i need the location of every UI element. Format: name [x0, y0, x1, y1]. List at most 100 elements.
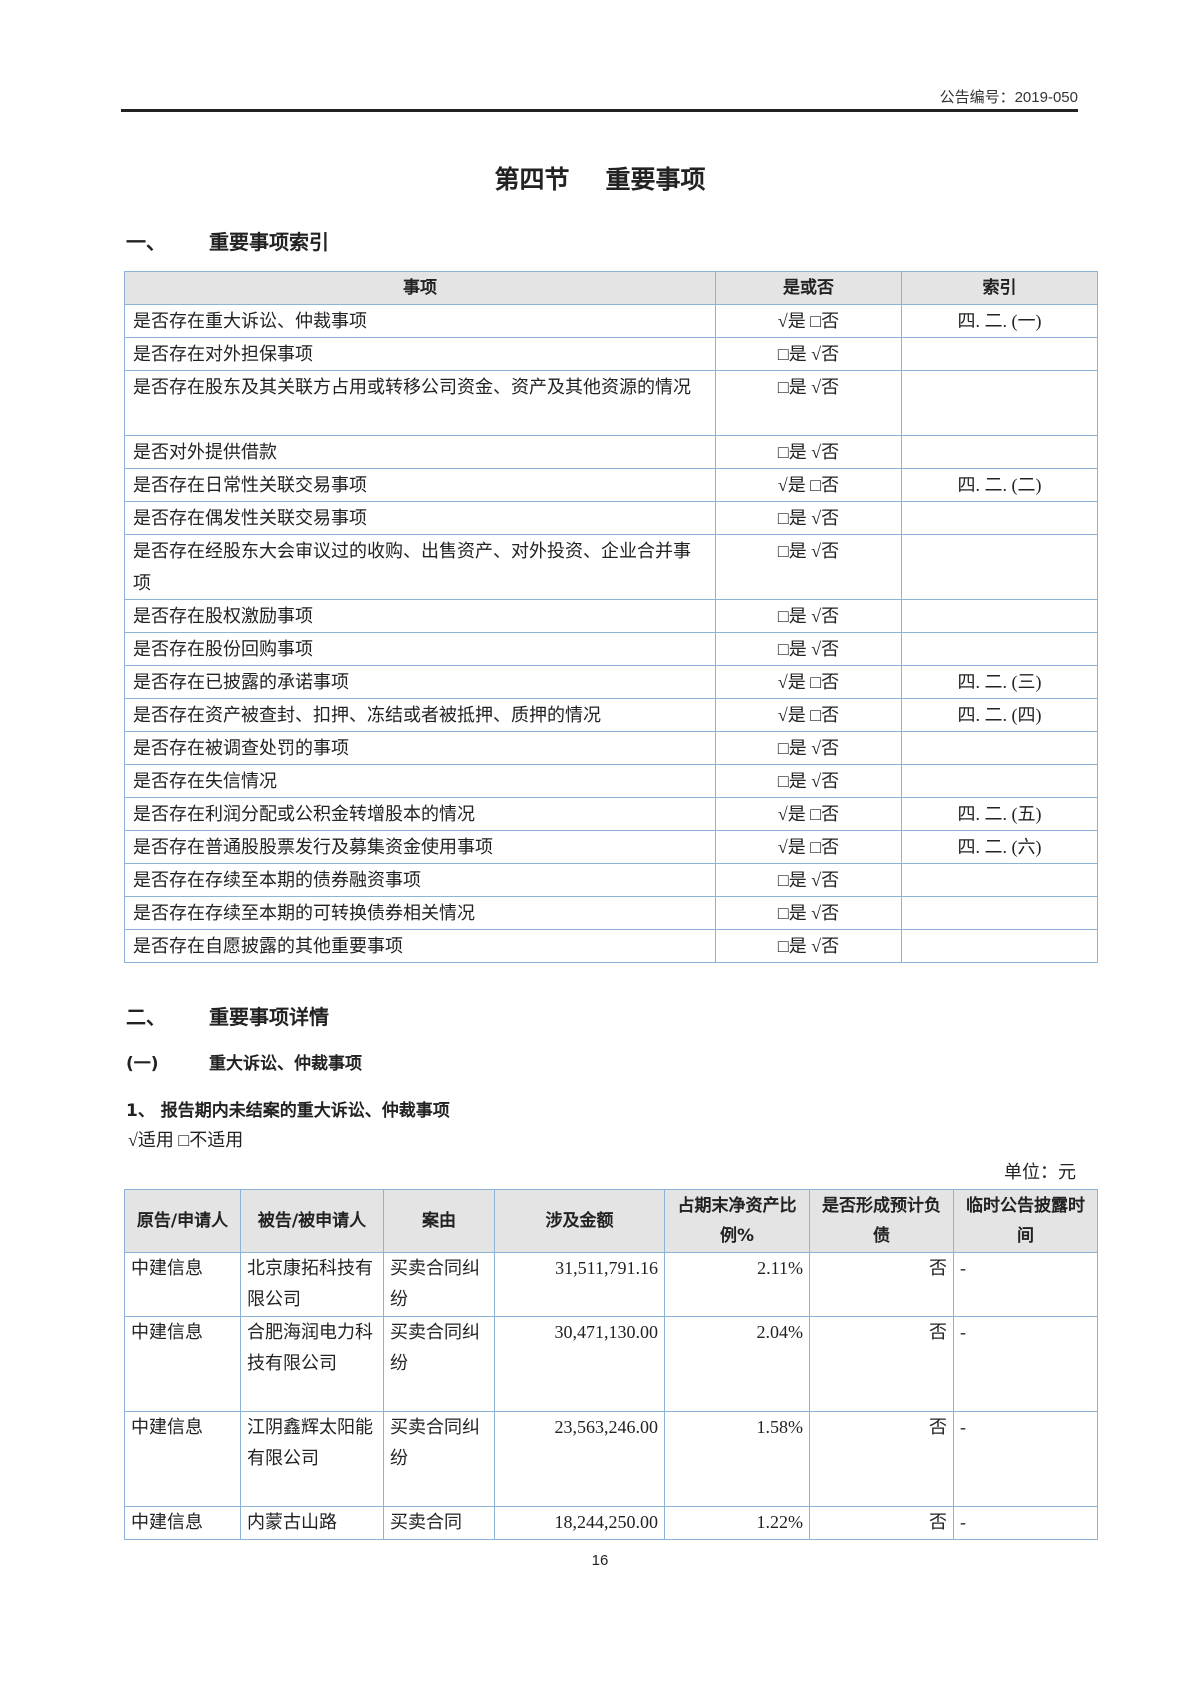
document-number: 公告编号：2019-050	[939, 89, 1078, 106]
table-row: 是否对外提供借款 □是 √否	[124, 435, 1098, 469]
item-cell: 是否存在利润分配或公积金转增股本的情况	[124, 797, 716, 831]
header-rule	[121, 109, 1078, 112]
table-row: 中建信息 江阴鑫辉太阳能有限公司 买卖合同纠纷 23,563,246.00 1.58% 否…	[124, 1411, 1098, 1507]
table-row: 是否存在对外担保事项 □是 √否	[124, 337, 1098, 371]
index-cell	[901, 863, 1098, 897]
item-cell: 是否存在自愿披露的其他重要事项	[124, 929, 716, 963]
date-cell: -	[953, 1411, 1098, 1507]
heading-number: 一、	[126, 230, 166, 254]
table-row: 是否存在股权激励事项 □是 √否	[124, 599, 1098, 633]
heading-details: 二、 重要事项详情	[126, 1001, 329, 1030]
column-header: 事项	[124, 271, 716, 305]
index-table-header: 事项 是或否 索引	[124, 271, 1098, 305]
item-cell: 是否存在重大诉讼、仲裁事项	[124, 304, 716, 338]
ratio-cell: 2.04%	[664, 1316, 810, 1412]
yes-no-cell: □是 √否	[715, 534, 902, 600]
yes-no-cell: □是 √否	[715, 863, 902, 897]
yes-no-cell: √是 □否	[715, 665, 902, 699]
heading-number: (一)	[126, 1054, 159, 1074]
litigation-table-header: 原告/申请人 被告/被申请人 案由 涉及金额 占期末净资产比例% 是否形成预计负…	[124, 1189, 1098, 1253]
item-cell: 是否存在股份回购事项	[124, 632, 716, 666]
table-row: 是否存在失信情况 □是 √否	[124, 764, 1098, 798]
amount-cell: 31,511,791.16	[494, 1252, 665, 1317]
column-header: 涉及金额	[494, 1189, 665, 1253]
table-row: 是否存在利润分配或公积金转增股本的情况 √是 □否 四. 二. (五)	[124, 797, 1098, 831]
yes-no-cell: □是 √否	[715, 599, 902, 633]
yes-no-cell: □是 √否	[715, 632, 902, 666]
table-row: 是否存在已披露的承诺事项 √是 □否 四. 二. (三)	[124, 665, 1098, 699]
yes-no-cell: □是 √否	[715, 501, 902, 535]
amount-cell: 23,563,246.00	[494, 1411, 665, 1507]
item-cell: 是否存在存续至本期的债券融资事项	[124, 863, 716, 897]
table-row: 是否存在存续至本期的可转换债券相关情况 □是 √否	[124, 896, 1098, 930]
section-title-part1: 第四节	[494, 165, 570, 194]
plaintiff-cell: 中建信息	[124, 1411, 241, 1507]
index-cell	[901, 534, 1098, 600]
defendant-cell: 江阴鑫辉太阳能有限公司	[240, 1411, 384, 1507]
heading-text: 重要事项索引	[209, 230, 329, 254]
yes-no-cell: √是 □否	[715, 797, 902, 831]
yes-no-cell: □是 √否	[715, 731, 902, 765]
table-row: 是否存在自愿披露的其他重要事项 □是 √否	[124, 929, 1098, 963]
defendant-cell: 北京康拓科技有限公司	[240, 1252, 384, 1317]
table-row: 是否存在被调查处罚的事项 □是 √否	[124, 731, 1098, 765]
yes-no-cell: √是 □否	[715, 830, 902, 864]
heading-text: 重大诉讼、仲裁事项	[209, 1054, 362, 1074]
table-row: 中建信息 合肥海润电力科技有限公司 买卖合同纠纷 30,471,130.00 2.04%…	[124, 1316, 1098, 1412]
index-cell	[901, 599, 1098, 633]
column-header: 被告/被申请人	[240, 1189, 384, 1253]
table-row: 是否存在重大诉讼、仲裁事项 √是 □否 四. 二. (一)	[124, 304, 1098, 338]
plaintiff-cell: 中建信息	[124, 1252, 241, 1317]
item-cell: 是否存在对外担保事项	[124, 337, 716, 371]
table-row: 是否存在资产被查封、扣押、冻结或者被抵押、质押的情况 √是 □否 四. 二. (四)	[124, 698, 1098, 732]
column-header: 临时公告披露时间	[953, 1189, 1098, 1253]
heading-unsettled-cases: 1、 报告期内未结案的重大诉讼、仲裁事项	[126, 1101, 450, 1121]
table-row: 是否存在经股东大会审议过的收购、出售资产、对外投资、企业合并事项 □是 √否	[124, 534, 1098, 600]
index-cell	[901, 731, 1098, 765]
index-cell: 四. 二. (四)	[901, 698, 1098, 732]
defendant-cell: 内蒙古山路	[240, 1506, 384, 1540]
cause-cell: 买卖合同纠纷	[383, 1316, 495, 1412]
liability-cell: 否	[809, 1506, 954, 1540]
item-cell: 是否存在日常性关联交易事项	[124, 468, 716, 502]
item-cell: 是否存在经股东大会审议过的收购、出售资产、对外投资、企业合并事项	[124, 534, 716, 600]
cause-cell: 买卖合同纠纷	[383, 1252, 495, 1317]
column-header: 索引	[901, 271, 1098, 305]
heading-text: 重要事项详情	[209, 1005, 329, 1029]
plaintiff-cell: 中建信息	[124, 1316, 241, 1412]
item-cell: 是否存在股权激励事项	[124, 599, 716, 633]
column-header: 占期末净资产比例%	[664, 1189, 810, 1253]
yes-no-cell: √是 □否	[715, 304, 902, 338]
index-cell: 四. 二. (六)	[901, 830, 1098, 864]
ratio-cell: 1.22%	[664, 1506, 810, 1540]
yes-no-cell: □是 √否	[715, 764, 902, 798]
date-cell: -	[953, 1252, 1098, 1317]
plaintiff-cell: 中建信息	[124, 1506, 241, 1540]
item-cell: 是否存在资产被查封、扣押、冻结或者被抵押、质押的情况	[124, 698, 716, 732]
index-cell: 四. 二. (一)	[901, 304, 1098, 338]
yes-no-cell: √是 □否	[715, 698, 902, 732]
liability-cell: 否	[809, 1252, 954, 1317]
item-cell: 是否存在偶发性关联交易事项	[124, 501, 716, 535]
column-header: 案由	[383, 1189, 495, 1253]
liability-cell: 否	[809, 1316, 954, 1412]
section-title-part2: 重要事项	[605, 165, 706, 194]
table-row: 是否存在偶发性关联交易事项 □是 √否	[124, 501, 1098, 535]
amount-cell: 18,244,250.00	[494, 1506, 665, 1540]
table-row: 是否存在股东及其关联方占用或转移公司资金、资产及其他资源的情况 □是 √否	[124, 370, 1098, 436]
table-row: 是否存在股份回购事项 □是 √否	[124, 632, 1098, 666]
item-cell: 是否存在存续至本期的可转换债券相关情况	[124, 896, 716, 930]
yes-no-cell: □是 √否	[715, 896, 902, 930]
column-header: 是否形成预计负债	[809, 1189, 954, 1253]
index-cell	[901, 501, 1098, 535]
table-row: 中建信息 北京康拓科技有限公司 买卖合同纠纷 31,511,791.16 2.11% 否 -	[124, 1252, 1098, 1317]
yes-no-cell: □是 √否	[715, 337, 902, 371]
index-cell	[901, 435, 1098, 469]
date-cell: -	[953, 1506, 1098, 1540]
table-row: 是否存在普通股股票发行及募集资金使用事项 √是 □否 四. 二. (六)	[124, 830, 1098, 864]
index-cell	[901, 896, 1098, 930]
yes-no-cell: □是 √否	[715, 370, 902, 436]
index-cell	[901, 370, 1098, 436]
page-number: 16	[591, 1552, 609, 1569]
cause-cell: 买卖合同纠纷	[383, 1411, 495, 1507]
